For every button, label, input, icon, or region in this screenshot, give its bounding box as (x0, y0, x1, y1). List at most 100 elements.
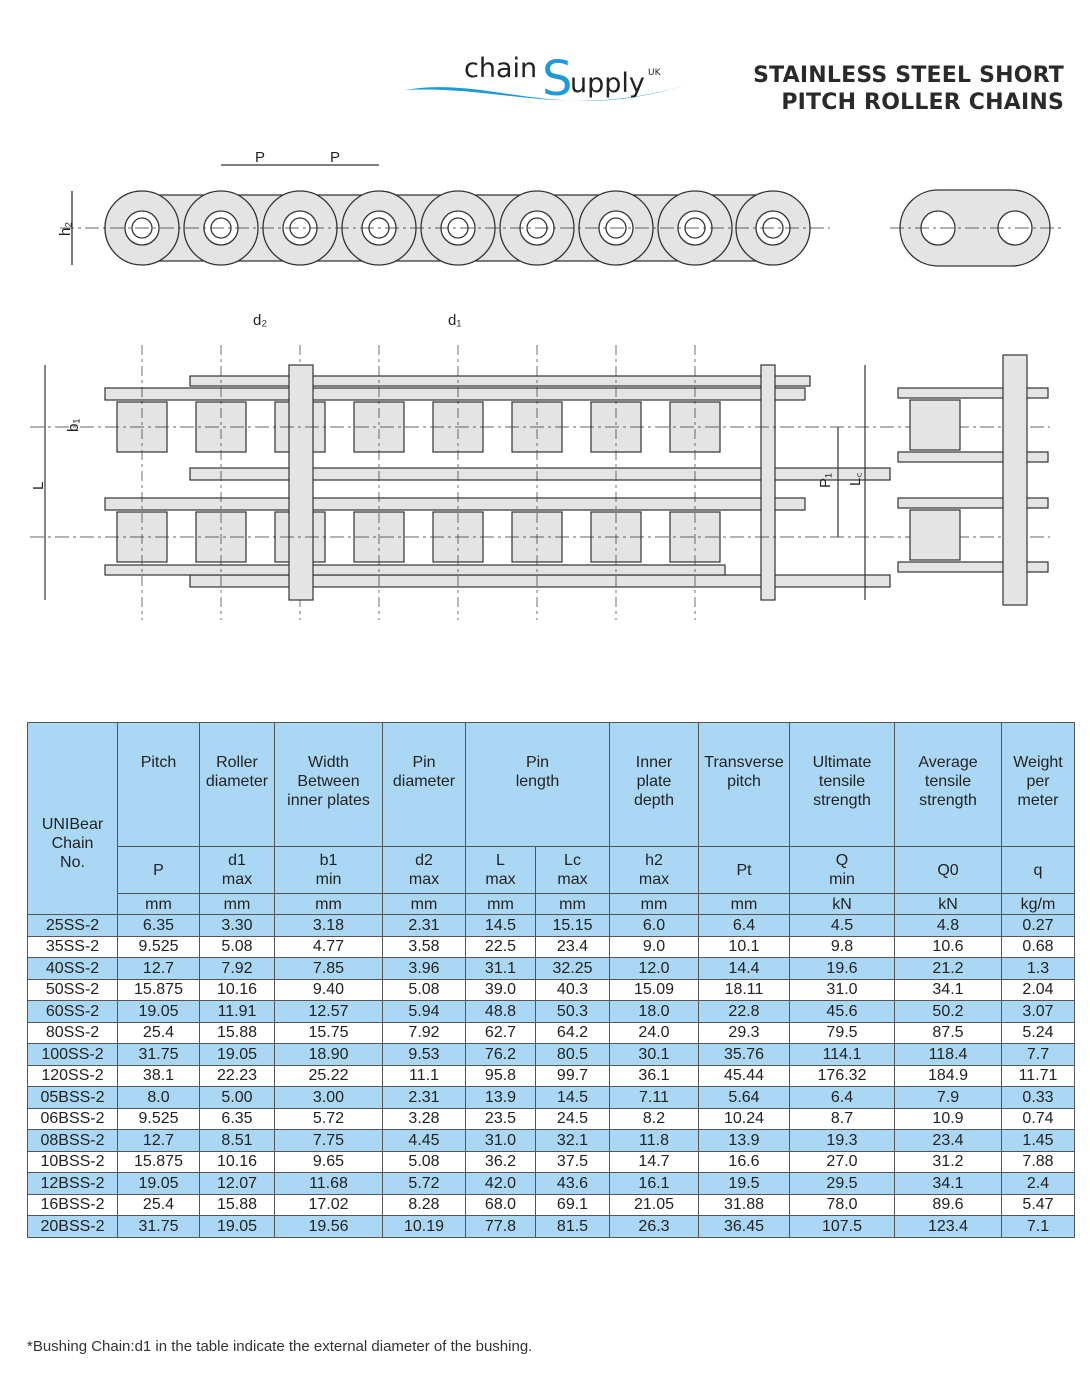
table-cell: 31.88 (698, 1193, 790, 1216)
chain-number: 80SS-2 (27, 1021, 118, 1044)
table-cell: 7.92 (199, 957, 275, 980)
header-chain-no: UNIBear Chain No. (27, 722, 118, 915)
header-transverse-pitch: Transverse pitch (698, 722, 790, 847)
chain-number: 100SS-2 (27, 1043, 118, 1066)
table-cell: 19.05 (117, 1000, 200, 1023)
header-text: Transverse (704, 754, 784, 771)
table-cell: 34.1 (894, 1172, 1002, 1195)
header-symbol: d2 (415, 852, 433, 869)
header-qualifier: max (638, 871, 670, 888)
table-cell: 31.0 (465, 1129, 536, 1152)
chain-number: 12BSS-2 (27, 1172, 118, 1195)
table-cell: 23.5 (465, 1107, 536, 1130)
header-unit: mm (698, 893, 790, 915)
table-cell: 14.7 (609, 1150, 699, 1173)
table-cell: 6.0 (609, 914, 699, 937)
header-unit: kN (789, 893, 895, 915)
table-cell: 184.9 (894, 1064, 1002, 1087)
table-cell: 7.1 (1001, 1215, 1075, 1238)
header-text: Chain (51, 835, 94, 852)
table-cell: 39.0 (465, 978, 536, 1001)
table-cell: 32.25 (535, 957, 610, 980)
table-cell: 5.08 (382, 1150, 466, 1173)
header-text: plate (636, 773, 672, 790)
label-d2: d₂ (253, 312, 267, 329)
label-pt: P₁ (817, 473, 834, 488)
header-text: tensile (818, 773, 866, 790)
table-cell: 43.6 (535, 1172, 610, 1195)
table-cell: 5.94 (382, 1000, 466, 1023)
table-cell: 9.65 (274, 1150, 383, 1173)
header-text: depth (633, 792, 675, 809)
table-cell: 15.09 (609, 978, 699, 1001)
table-cell: 29.3 (698, 1021, 790, 1044)
table-cell: 29.5 (789, 1172, 895, 1195)
table-cell: 21.05 (609, 1193, 699, 1216)
table-cell: 10.24 (698, 1107, 790, 1130)
table-cell: 2.4 (1001, 1172, 1075, 1195)
table-cell: 34.1 (894, 978, 1002, 1001)
label-h2: h₂ (57, 222, 74, 236)
table-cell: 11.1 (382, 1064, 466, 1087)
table-cell: 6.4 (698, 914, 790, 937)
chain-number: 08BSS-2 (27, 1129, 118, 1152)
table-cell: 14.5 (465, 914, 536, 937)
table-cell: 8.0 (117, 1086, 200, 1109)
table-cell: 9.525 (117, 935, 200, 958)
header-symbol-d1: d1 max (199, 846, 275, 894)
header-symbol-Lc: Lc max (535, 846, 610, 894)
table-cell: 9.8 (789, 935, 895, 958)
table-cell: 3.18 (274, 914, 383, 937)
chain-technical-drawing: P P h₂ d₂ d₁ b₁ L P₁ L꜀ (30, 149, 1065, 620)
header-text: diameter (205, 773, 269, 790)
header-text: Inner (635, 754, 673, 771)
chain-number: 16BSS-2 (27, 1193, 118, 1216)
table-cell: 38.1 (117, 1064, 200, 1087)
header-unit: mm (382, 893, 466, 915)
header-pitch: Pitch (117, 722, 200, 847)
chain-number: 10BSS-2 (27, 1150, 118, 1173)
table-cell: 31.75 (117, 1043, 200, 1066)
table-cell: 21.2 (894, 957, 1002, 980)
table-cell: 18.0 (609, 1000, 699, 1023)
header-symbol: Q0 (937, 861, 959, 879)
table-cell: 9.0 (609, 935, 699, 958)
header-text: length (515, 773, 560, 790)
header-symbol-b1: b1 min (274, 846, 383, 894)
table-cell: 36.45 (698, 1215, 790, 1238)
table-cell: 19.3 (789, 1129, 895, 1152)
header-text: UNIBear (41, 816, 104, 833)
table-cell: 6.35 (199, 1107, 275, 1130)
table-cell: 7.11 (609, 1086, 699, 1109)
table-cell: 26.3 (609, 1215, 699, 1238)
table-cell: 12.57 (274, 1000, 383, 1023)
header-pin-diameter: Pin diameter (382, 722, 466, 847)
table-cell: 31.0 (789, 978, 895, 1001)
table-cell: 36.2 (465, 1150, 536, 1173)
label-lc: L꜀ (847, 472, 864, 486)
table-cell: 3.96 (382, 957, 466, 980)
table-cell: 19.6 (789, 957, 895, 980)
table-cell: 23.4 (535, 935, 610, 958)
table-cell: 18.90 (274, 1043, 383, 1066)
label-p-2: P (330, 149, 340, 166)
header-unit: mm (465, 893, 536, 915)
header-text: tensile (924, 773, 972, 790)
header-inner-plate-depth: Inner plate depth (609, 722, 699, 847)
table-cell: 80.5 (535, 1043, 610, 1066)
header-symbol-q: q (1001, 846, 1075, 894)
header-unit: kg/m (1001, 893, 1075, 915)
table-cell: 0.27 (1001, 914, 1075, 937)
header-text: Average (918, 754, 978, 771)
table-row: 80SS-2 25.4 15.88 15.75 7.92 62.7 64.2 24.0 29.3… (27, 1021, 1075, 1044)
table-cell: 12.7 (117, 1129, 200, 1152)
table-cell: 45.6 (789, 1000, 895, 1023)
table-cell: 8.51 (199, 1129, 275, 1152)
table-cell: 15.15 (535, 914, 610, 937)
header-unit: mm (535, 893, 610, 915)
table-cell: 6.4 (789, 1086, 895, 1109)
table-cell: 11.8 (609, 1129, 699, 1152)
table-cell: 50.2 (894, 1000, 1002, 1023)
table-cell: 8.28 (382, 1193, 466, 1216)
footnote: *Bushing Chain:d1 in the table indicate … (27, 1338, 533, 1355)
